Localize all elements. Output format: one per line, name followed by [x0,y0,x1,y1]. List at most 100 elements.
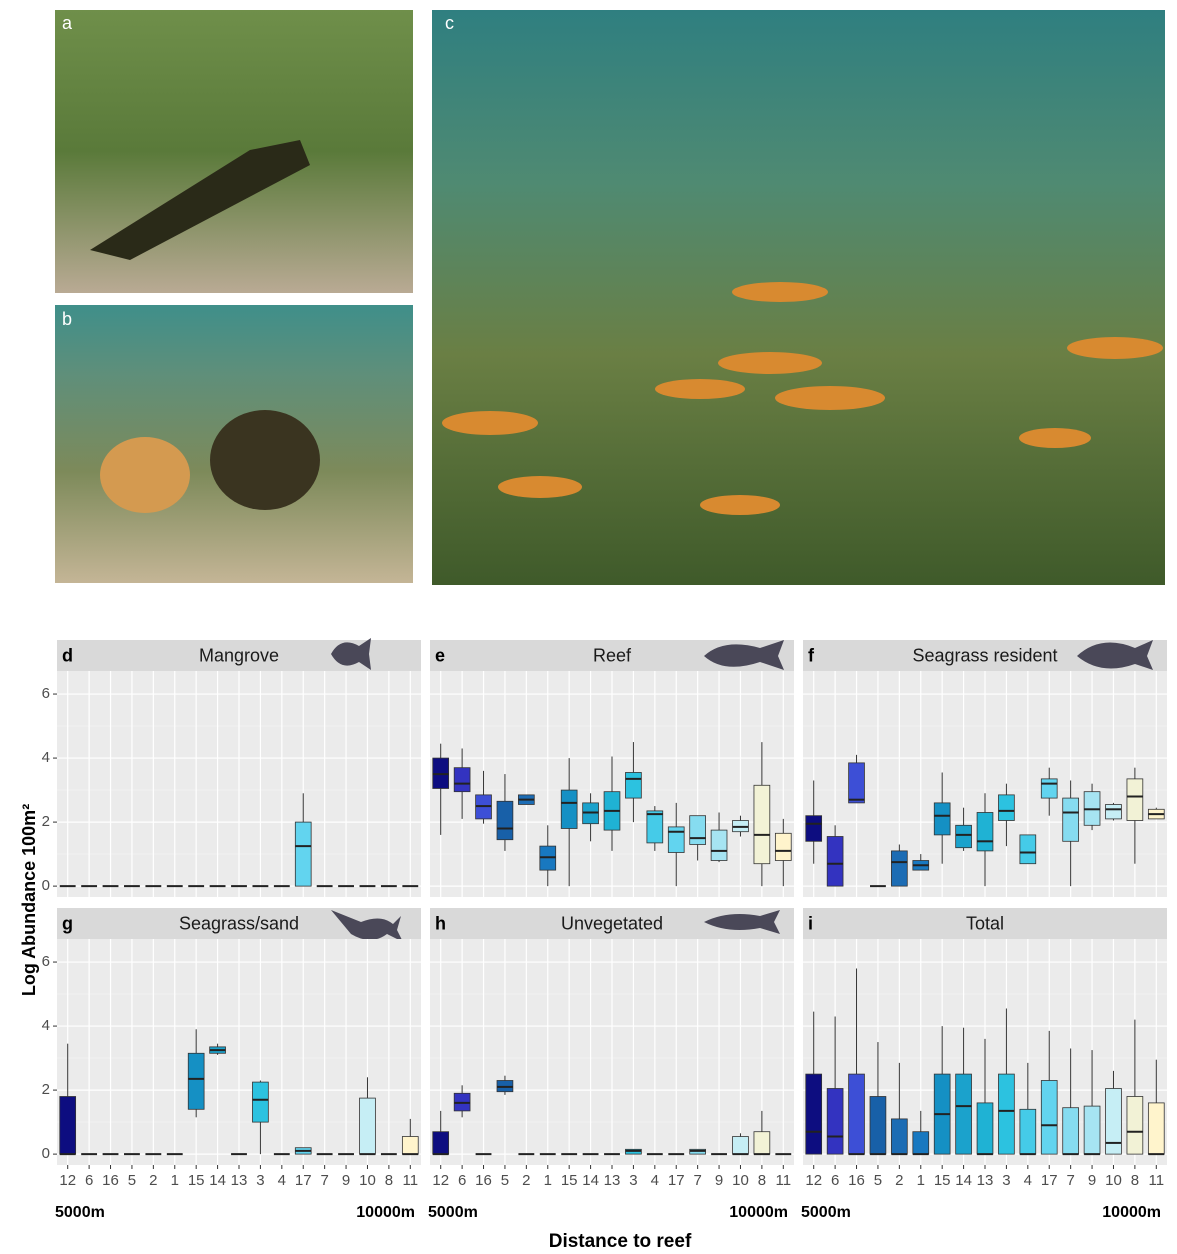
panel-label: d [62,645,73,665]
box [849,763,865,803]
box [956,1074,972,1154]
x-tick-label: 5 [501,1172,509,1189]
box [849,1074,865,1154]
box [733,1137,749,1155]
x-tick-label: 9 [342,1172,350,1189]
panel-title: Seagrass resident [912,645,1057,665]
x-tick-label: 9 [715,1172,723,1189]
box [977,812,993,850]
x-tick-label: 3 [629,1172,637,1189]
x-tick-label: 1 [917,1172,925,1189]
x-tick-label: 4 [651,1172,659,1189]
photo-label: a [62,13,73,33]
x-tick-label: 16 [102,1172,119,1189]
box [998,795,1014,821]
x-tick-label: 17 [668,1172,685,1189]
box [433,1132,449,1154]
x-tick-label: 15 [188,1172,205,1189]
x-tick-label: 16 [848,1172,865,1189]
photo-label: c [445,13,454,33]
panel-title: Total [966,913,1004,933]
box [827,1088,843,1154]
photo-fish [100,437,190,513]
x-tick-label: 11 [776,1172,792,1189]
box [1084,1106,1100,1154]
x-tick-label: 15 [561,1172,578,1189]
box [870,1096,886,1154]
x-tick-label: 11 [403,1172,419,1189]
box [827,836,843,886]
box [891,1119,907,1154]
box [60,1096,76,1154]
box [402,1137,418,1155]
x-tick-label: 13 [231,1172,248,1189]
x-tick-label: 1 [544,1172,552,1189]
box [1106,1088,1122,1154]
x-tick-label: 6 [831,1172,839,1189]
box [625,772,641,798]
x-tick-label: 8 [1131,1172,1139,1189]
x-tick-label: 1 [171,1172,179,1189]
x-tick-label: 12 [805,1172,822,1189]
x-tick-label: 7 [693,1172,701,1189]
y-tick-label: 4 [42,1017,50,1034]
box [647,811,663,843]
x-tick-label: 13 [604,1172,621,1189]
x-tick-label: 3 [256,1172,264,1189]
x-tick-label: 4 [278,1172,286,1189]
box [806,816,822,842]
x-tick-label: 6 [458,1172,466,1189]
box [497,801,513,839]
panel-label: h [435,913,446,933]
x-tick-label: 5 [128,1172,136,1189]
panel-label: g [62,913,73,933]
x-tick-label: 5 [874,1172,882,1189]
panel-label: e [435,645,445,665]
y-tick-label: 2 [42,813,50,830]
x-range-start: 5000m [428,1204,478,1221]
box [360,1098,376,1154]
y-tick-label: 6 [42,685,50,702]
x-tick-label: 10 [359,1172,376,1189]
y-tick-label: 0 [42,1145,50,1162]
x-axis-title: Distance to reef [549,1231,692,1252]
panel-title: Reef [593,645,632,665]
panel-title: Seagrass/sand [179,913,299,933]
x-tick-label: 15 [934,1172,951,1189]
box [1127,1096,1143,1154]
box [977,1103,993,1154]
x-range-end: 10000m [729,1204,788,1221]
x-tick-label: 12 [59,1172,76,1189]
x-tick-label: 8 [385,1172,393,1189]
box [690,816,706,845]
x-tick-label: 10 [1105,1172,1122,1189]
x-tick-label: 17 [1041,1172,1058,1189]
box [454,768,470,792]
panel-label: f [808,645,815,665]
x-tick-label: 13 [977,1172,994,1189]
box [1106,804,1122,818]
figure: a b c Log Abundance 100m² Distance to re… [0,0,1177,1254]
box [1063,1108,1079,1154]
y-tick-label: 0 [42,877,50,894]
x-tick-label: 2 [149,1172,157,1189]
box [1063,798,1079,841]
box [295,822,311,886]
x-tick-label: 2 [522,1172,530,1189]
box [913,1132,929,1154]
box [754,785,770,863]
box [891,851,907,886]
box [956,825,972,847]
box [711,830,727,860]
x-tick-label: 2 [895,1172,903,1189]
box [188,1053,204,1109]
x-tick-label: 16 [475,1172,492,1189]
x-tick-label: 17 [295,1172,312,1189]
box [1020,1109,1036,1154]
x-tick-label: 14 [209,1172,226,1189]
photo-fish [210,410,320,510]
y-tick-label: 2 [42,1081,50,1098]
box [775,833,791,860]
box [998,1074,1014,1154]
box [1148,1103,1164,1154]
